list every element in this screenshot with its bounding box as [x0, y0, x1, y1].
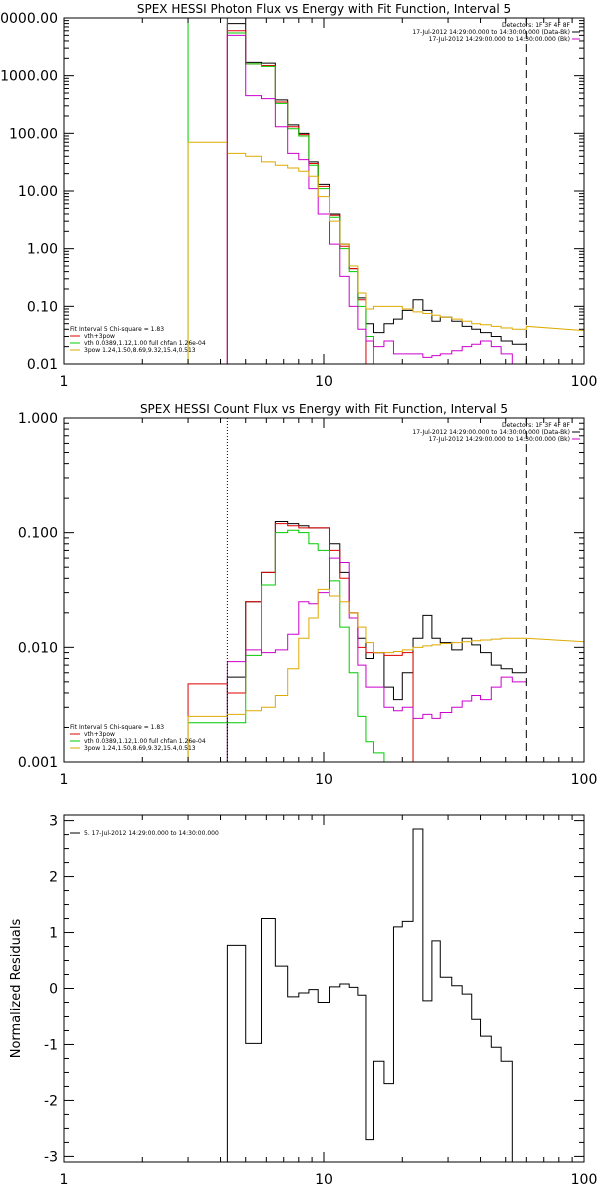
legend-line: Fit Interval 5 Chi-square = 1.83 [70, 724, 164, 731]
series-4 [187, 588, 584, 762]
series-group [187, 18, 584, 364]
x-tick-label: 100 [571, 374, 598, 390]
panel-photon: SPEX HESSI Photon Flux vs Energy with Fi… [0, 2, 597, 390]
series-2 [187, 18, 374, 364]
series-1 [187, 523, 414, 762]
header-line: Detectors: 1F 3F 4F 8F [502, 22, 571, 29]
series-group [187, 521, 584, 762]
y-tick-label: 100.00 [9, 126, 58, 142]
x-tick-label: 1 [60, 374, 69, 390]
legend-line: 3pow 1.24,1.50,8.69,9.32,15.4,0.513 [84, 745, 196, 752]
panel-title: SPEX HESSI Count Flux vs Energy with Fit… [140, 402, 508, 416]
plot-frame [63, 814, 585, 1163]
y-tick-label: 0.100 [18, 526, 58, 542]
header-line: 17-Jul-2012 14:29:00.000 to 14:30:00.000… [429, 436, 570, 443]
x-tick-label: 10 [315, 1172, 333, 1188]
series-0 [226, 521, 527, 762]
series-group [226, 828, 527, 1162]
legend-line: 3pow 1.24,1.50,8.69,9.32,15.4,0.513 [84, 347, 196, 354]
series-4 [187, 141, 584, 364]
legend-line: vth 0.0389,1.12,1.00 full chfan 1.26e-04 [84, 340, 206, 347]
y-axis-label: Normalized Residuals [9, 919, 24, 1059]
y-tick-label: -1 [44, 1037, 58, 1053]
legend-line: vth 0.0389,1.12,1.00 full chfan 1.26e-04 [84, 738, 206, 745]
x-tick-label: 10 [315, 374, 333, 390]
y-tick-label: 1.00 [27, 242, 58, 258]
panel-count: SPEX HESSI Count Flux vs Energy with Fit… [18, 402, 597, 788]
series-3 [226, 557, 527, 762]
header-line: 17-Jul-2012 14:29:00.000 to 14:30:00.000… [412, 429, 570, 436]
y-tick-label: 2 [49, 870, 58, 886]
plot-frame [63, 417, 585, 763]
y-tick-label: 0.10 [27, 299, 58, 315]
header-line: 17-Jul-2012 14:29:00.000 to 14:30:00.000… [429, 36, 570, 43]
y-tick-label: 1 [49, 926, 58, 942]
series-0 [226, 23, 527, 364]
y-tick-label: 3 [49, 814, 58, 830]
legend-line: Fit Interval 5 Chi-square = 1.83 [70, 326, 164, 333]
y-tick-label: 1000.00 [0, 69, 58, 85]
x-tick-label: 100 [571, 1172, 598, 1188]
panel-title: SPEX HESSI Photon Flux vs Energy with Fi… [137, 2, 511, 16]
series-0 [226, 828, 527, 1162]
y-tick-label: 0.01 [27, 357, 58, 373]
y-tick-label: 1.000 [18, 411, 58, 427]
y-tick-label: 0.010 [18, 640, 58, 656]
x-tick-label: 100 [571, 772, 598, 788]
x-tick-label: 1 [60, 772, 69, 788]
x-tick-label: 10 [315, 772, 333, 788]
y-tick-label: 10.00 [18, 184, 58, 200]
y-tick-label: -3 [44, 1149, 58, 1165]
header-line: Detectors: 1F 3F 4F 8F [502, 422, 571, 429]
series-3 [226, 34, 527, 364]
legend-line: vth+3pow [84, 731, 115, 738]
header-line: 17-Jul-2012 14:29:00.000 to 14:30:00.000… [412, 29, 570, 36]
series-1 [226, 30, 367, 364]
series-2 [187, 529, 385, 762]
legend-line: 5. 17-Jul-2012 14:29:00.000 to 14:30:00.… [84, 830, 219, 837]
x-tick-label: 1 [60, 1172, 69, 1188]
y-tick-label: 0.001 [18, 755, 58, 771]
plot-frame [63, 17, 585, 365]
y-tick-label: 0 [49, 982, 58, 998]
legend-line: vth+3pow [84, 333, 115, 340]
y-tick-label: -2 [44, 1093, 58, 1109]
